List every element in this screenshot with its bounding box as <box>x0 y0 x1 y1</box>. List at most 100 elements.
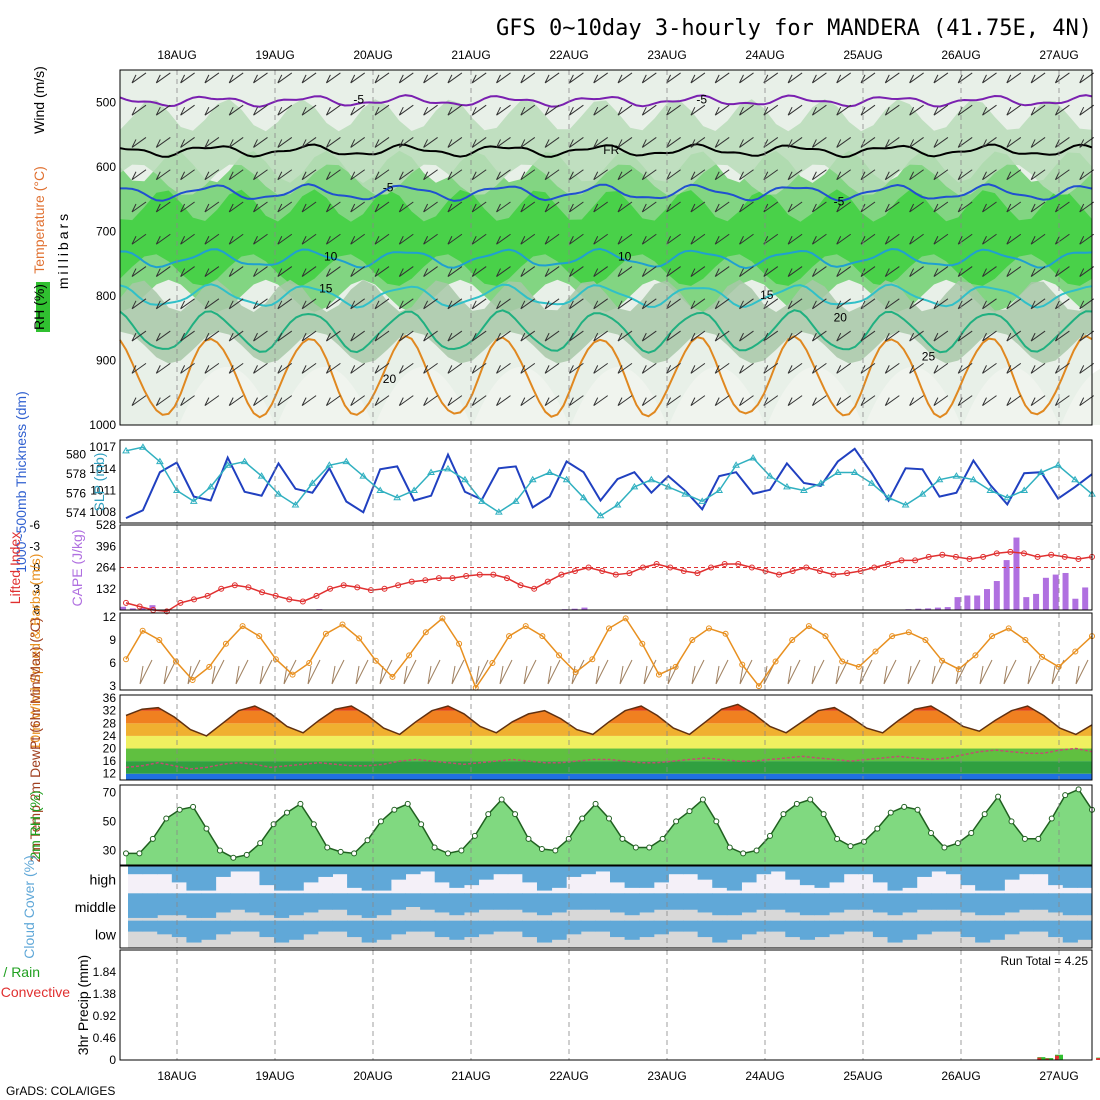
rh-marker <box>498 796 505 803</box>
wind-barb <box>447 395 463 407</box>
wind-barb <box>1030 298 1046 310</box>
wind-barb <box>811 362 827 374</box>
pressure-tick-label: 600 <box>96 160 116 174</box>
wind-barb <box>374 233 390 245</box>
cloud-cell <box>814 920 830 938</box>
wind-barb <box>374 169 390 181</box>
wind-barb <box>763 72 779 84</box>
cloud-cell <box>902 866 918 888</box>
cloud-cell <box>171 866 187 883</box>
wind-barb <box>933 330 949 342</box>
wind-barb <box>787 201 803 213</box>
wind-barb <box>836 362 851 374</box>
wind-speed-marker <box>822 633 829 640</box>
cape-bar <box>1003 560 1010 610</box>
cloud-cell <box>566 866 582 877</box>
cloud-cell <box>931 893 947 910</box>
wind-barb <box>447 169 463 181</box>
isotherm-line <box>119 143 1093 159</box>
wind-barb <box>933 201 949 213</box>
wind-barb <box>811 169 827 181</box>
cloud-cell <box>186 920 202 943</box>
cloud-cell <box>463 866 480 886</box>
wind-barb <box>423 201 438 213</box>
wind-barb <box>253 298 268 310</box>
cloud-cell <box>551 866 567 888</box>
wind-barb <box>593 201 608 213</box>
wind-barb <box>909 169 924 181</box>
precip-tick-label: 1.38 <box>93 987 117 1001</box>
cloud-cell <box>624 866 640 888</box>
wind-barb <box>909 266 924 277</box>
li-marker <box>871 564 878 571</box>
wind-barb <box>277 169 293 181</box>
wind-speed-marker <box>572 669 579 676</box>
wind-barb <box>471 104 487 116</box>
temperature-line <box>125 703 1093 737</box>
li-marker <box>191 596 198 603</box>
wind-barb <box>155 266 171 277</box>
cloud-cell <box>128 920 144 932</box>
contour-label: -5 <box>696 93 707 107</box>
wind-barb <box>253 266 268 277</box>
li-marker <box>558 571 565 578</box>
wind-barb <box>787 104 803 116</box>
wind-barb <box>423 137 438 148</box>
wind-barb <box>544 104 560 116</box>
surface-wind-barb <box>859 659 873 685</box>
wind-barb <box>350 298 365 310</box>
wind-barb <box>496 72 511 84</box>
slp-marker <box>427 468 435 475</box>
cloud-cell <box>610 866 626 883</box>
wind-barb <box>593 330 608 342</box>
wind-barb <box>811 104 827 116</box>
wind-speed-marker <box>239 623 246 630</box>
surface-wind-barb <box>1027 659 1041 685</box>
surface-wind-barb <box>475 659 489 685</box>
rh-marker <box>149 835 156 842</box>
li-marker <box>993 550 1000 557</box>
surface-wind-barb <box>907 659 921 685</box>
li-marker <box>667 564 674 571</box>
li-marker <box>735 560 742 567</box>
wind-barb <box>301 266 317 277</box>
surface-wind-barb <box>331 659 345 685</box>
cape-bar <box>1033 593 1040 610</box>
cloud-cell <box>1033 920 1049 932</box>
li-marker <box>803 564 810 571</box>
wind-barb <box>1006 201 1022 213</box>
slp-marker <box>156 457 164 465</box>
panel-frame <box>119 612 1093 691</box>
cloud-cell <box>478 893 494 910</box>
panel-frame <box>119 439 1093 524</box>
cloud-cell <box>449 920 465 940</box>
date-label-bottom: 23AUG <box>647 1069 686 1083</box>
wind-barb <box>787 137 803 148</box>
cloud-cell <box>624 920 640 940</box>
rh-marker <box>914 806 921 813</box>
slp-marker <box>410 486 418 494</box>
cape-bar <box>925 608 932 610</box>
wind-barb <box>739 330 754 342</box>
contour-label: 20 <box>834 311 848 325</box>
rh-marker <box>740 850 747 857</box>
footer-credit: GrADS: COLA/IGES <box>6 1084 115 1098</box>
cloud-cell <box>157 866 173 875</box>
wind-barb <box>155 233 171 245</box>
wind-speed-marker <box>172 658 179 665</box>
rh-marker <box>136 850 143 857</box>
wind-barb <box>228 169 244 181</box>
wind-barb <box>131 362 147 374</box>
thickness-tick-label: 576 <box>66 487 86 501</box>
temp-tick-label: 20 <box>103 742 117 756</box>
slp-marker <box>816 479 825 486</box>
cape-bar <box>1013 537 1020 610</box>
slp-marker <box>393 493 402 501</box>
wind-barb <box>884 266 900 277</box>
cloud-cell <box>1004 866 1020 880</box>
wind-barb <box>277 72 293 84</box>
wind-barb <box>617 298 633 310</box>
cloud-cell <box>756 866 772 875</box>
precip-tick-label: 0 <box>109 1053 116 1067</box>
wind-speed-marker <box>339 621 346 628</box>
